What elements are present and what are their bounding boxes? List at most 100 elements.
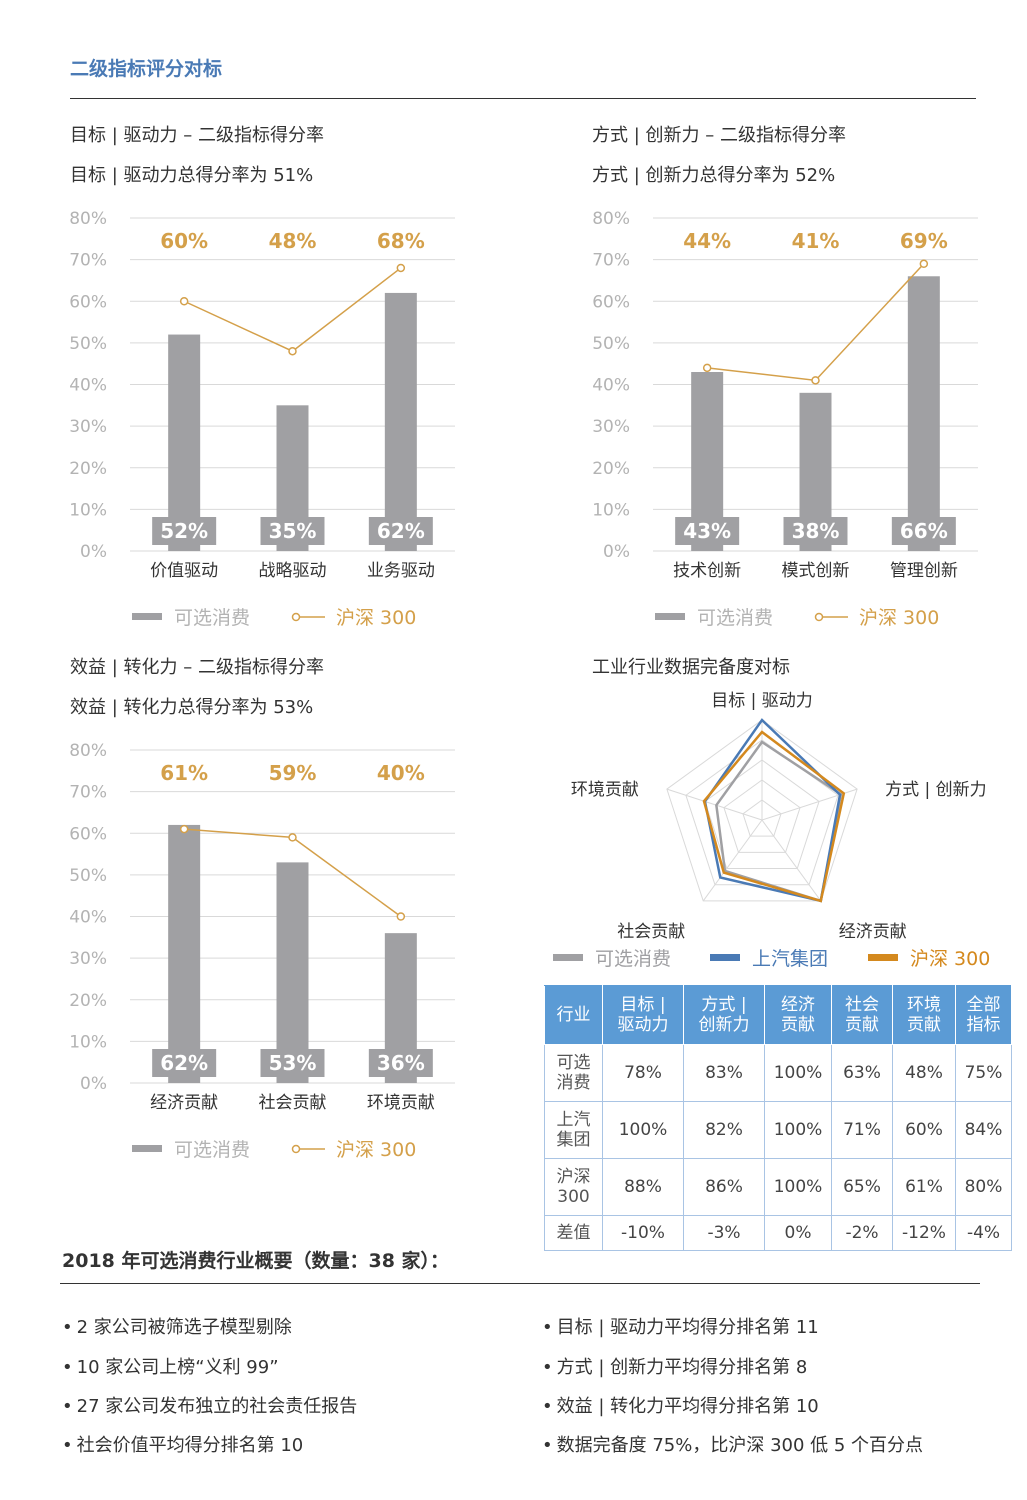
chart1-bar-label: 52% xyxy=(160,519,208,543)
chart1-bar-label-bg xyxy=(260,517,325,545)
chart3-ytick: 30% xyxy=(69,949,107,969)
table-row: 可选 消费 78% 83% 100% 63% 48% 75% xyxy=(544,1044,1012,1102)
section-title: 二级指标评分对标 xyxy=(70,58,223,80)
table-cell: 65% xyxy=(831,1158,893,1216)
chart1-ytick: 60% xyxy=(69,292,107,312)
bullet-dot: • xyxy=(62,1435,73,1456)
summary-item: • 27 家公司发布独立的社会责任报告 xyxy=(62,1392,357,1418)
chart2-subtitle: 方式 | 创新力总得分率为 52% xyxy=(592,165,836,186)
radar-axis-label: 目标 | 驱动力 xyxy=(711,691,813,711)
radar-legend-label: 可选消费 xyxy=(595,948,671,970)
chart2-bar-label-bg xyxy=(675,517,740,545)
chart2-category-label: 技术创新 xyxy=(673,561,741,581)
radar-legend-label: 上汽集团 xyxy=(752,948,828,970)
table-cell: 83% xyxy=(683,1044,765,1102)
chart3-line-point xyxy=(396,912,406,921)
chart3-line-label: 59% xyxy=(269,761,317,785)
chart2-category-label: 模式创新 xyxy=(782,561,850,581)
chart3-ytick: 60% xyxy=(69,824,107,844)
summary-item: • 数据完备度 75%，比沪深 300 低 5 个百分点 xyxy=(542,1431,923,1457)
chart3-conversion: 0% 10% 20% 30% 40% 50% 60% 70% 80% 62% 53% 36% 61% 59… xyxy=(69,741,455,1161)
table-cell: -2% xyxy=(831,1215,893,1251)
chart2-category-label: 管理创新 xyxy=(890,561,958,581)
chart3-ytick: 0% xyxy=(80,1074,107,1094)
chart3-bar-label: 36% xyxy=(377,1051,425,1075)
chart2-ytick: 40% xyxy=(592,376,630,396)
chart1-line-label: 68% xyxy=(377,229,425,253)
chart2-legend-label: 可选消费 xyxy=(697,607,773,629)
summary-item: • 2 家公司被筛选子模型剔除 xyxy=(62,1313,292,1339)
table-cell: -4% xyxy=(955,1215,1012,1251)
table-cell: 100% xyxy=(602,1101,684,1159)
chart1-line-point xyxy=(288,346,297,356)
summary-title: 2018 年可选消费行业概要（数量：38 家）： xyxy=(62,1250,450,1272)
table-cell: 61% xyxy=(892,1158,956,1216)
radar-legend-swatch xyxy=(553,954,583,961)
chart3-bar-label-bg xyxy=(152,1049,217,1077)
chart1-bar-label: 62% xyxy=(377,519,425,543)
chart3-bar xyxy=(168,824,201,1083)
chart2-ytick: 10% xyxy=(592,500,630,520)
summary-item: • 目标 | 驱动力平均得分排名第 11 xyxy=(542,1313,819,1339)
chart3-bar-label: 53% xyxy=(269,1051,317,1075)
table-cell: 63% xyxy=(831,1044,893,1102)
radar-spoke xyxy=(702,819,763,902)
radar-series xyxy=(702,730,846,903)
chart1-line-point xyxy=(179,297,189,306)
chart1-ytick: 30% xyxy=(69,417,107,437)
summary-item-text: 10 家公司上榜“义利 99” xyxy=(76,1357,279,1378)
table-cell: 84% xyxy=(955,1101,1012,1159)
chart2-ytick: 20% xyxy=(592,459,630,479)
chart1-ytick: 50% xyxy=(69,334,107,354)
chart3-ytick: 70% xyxy=(69,783,107,803)
table-header-cell: 行业 xyxy=(544,985,603,1045)
chart1-bar-label: 35% xyxy=(269,519,317,543)
table-cell: 78% xyxy=(602,1044,684,1102)
table-cell: 80% xyxy=(955,1158,1012,1216)
summary-item-text: 27 家公司发布独立的社会责任报告 xyxy=(76,1396,358,1417)
chart2-bar-label-bg xyxy=(891,517,956,545)
chart1-legend-label: 沪深 300 xyxy=(336,607,416,629)
radar-spoke xyxy=(666,788,763,821)
chart2-line-label: 44% xyxy=(683,229,731,253)
chart1-line-point xyxy=(396,263,406,273)
summary-item-text: 目标 | 驱动力平均得分排名第 11 xyxy=(556,1317,819,1338)
table-cell: 86% xyxy=(683,1158,765,1216)
table-header-cell: 环境 贡献 xyxy=(892,985,956,1045)
radar-spoke xyxy=(761,819,822,902)
chart3-line-point xyxy=(288,833,297,842)
chart2-line-label: 41% xyxy=(792,229,840,253)
table-cell: 82% xyxy=(683,1101,765,1159)
table-cell: 60% xyxy=(892,1101,956,1159)
chart3-line-point xyxy=(179,824,189,834)
table-row-header: 可选 消费 xyxy=(544,1044,603,1102)
radar-axis-label: 经济贡献 xyxy=(839,922,907,942)
chart1-drivers: 0% 10% 20% 30% 40% 50% 60% 70% 80% 52% 35% 62% 60% 48… xyxy=(69,209,455,629)
table-cell: 100% xyxy=(764,1044,832,1102)
radar-grid-ring xyxy=(704,759,820,870)
chart1-category-label: 业务驱动 xyxy=(367,561,435,581)
summary-item-text: 数据完备度 75%，比沪深 300 低 5 个百分点 xyxy=(556,1435,924,1456)
chart2-title: 方式 | 创新力 – 二级指标得分率 xyxy=(592,125,846,146)
radar-title: 工业行业数据完备度对标 xyxy=(592,657,790,678)
chart2-line xyxy=(707,263,925,382)
chart3-ytick: 20% xyxy=(69,991,107,1011)
chart3-legend-swatch-point xyxy=(291,1144,301,1154)
radar-axis-label: 社会贡献 xyxy=(617,922,685,942)
completeness-table: 行业 目标 | 驱动力 方式 | 创新力 经济 贡献 社会 贡献 环境 贡献 全部 指标 可选 消费 78%… xyxy=(544,985,1012,1251)
table-cell: 71% xyxy=(831,1101,893,1159)
radar-grid-ring xyxy=(742,799,782,837)
table-row-header: 上汽 集团 xyxy=(544,1101,603,1159)
table-header-cell: 社会 贡献 xyxy=(831,985,893,1045)
chart2-legend-swatch-bar xyxy=(655,613,685,620)
table-cell: 75% xyxy=(955,1044,1012,1102)
chart3-legend-label: 可选消费 xyxy=(174,1139,250,1161)
radar-axis-label: 环境贡献 xyxy=(571,780,639,800)
chart2-ytick: 60% xyxy=(592,292,630,312)
chart3-ytick: 50% xyxy=(69,866,107,886)
chart1-ytick: 80% xyxy=(69,209,107,229)
radar-legend-swatch xyxy=(710,954,740,961)
radar-grid-ring xyxy=(666,719,858,902)
table-row: 上汽 集团 100% 82% 100% 71% 60% 84% xyxy=(544,1101,1012,1159)
chart2-innovation: 0% 10% 20% 30% 40% 50% 60% 70% 80% 43% 38% 66% 44% 41… xyxy=(592,209,978,629)
